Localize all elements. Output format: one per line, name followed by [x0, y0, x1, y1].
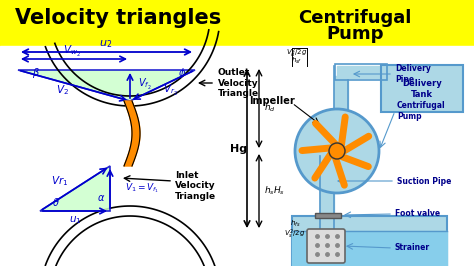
- Text: Foot valve: Foot valve: [395, 210, 440, 218]
- Text: Centrifugal
Pump: Centrifugal Pump: [397, 101, 446, 121]
- Text: $V_{f_2}$: $V_{f_2}$: [138, 76, 152, 92]
- FancyBboxPatch shape: [307, 229, 345, 263]
- Text: Hg: Hg: [230, 144, 247, 154]
- Bar: [292, 231, 447, 266]
- Text: Outlet
Velocity
Triangle: Outlet Velocity Triangle: [218, 68, 259, 98]
- Text: Impeller: Impeller: [249, 96, 295, 106]
- Text: $u_1$: $u_1$: [69, 214, 81, 226]
- Circle shape: [295, 109, 379, 193]
- Text: $h_{sf}$: $h_{sf}$: [292, 56, 303, 66]
- Circle shape: [329, 143, 345, 159]
- Text: $u_2$: $u_2$: [100, 38, 113, 50]
- Text: $V_d^2/2g$: $V_d^2/2g$: [286, 46, 308, 60]
- FancyBboxPatch shape: [381, 65, 463, 112]
- Bar: [237, 46, 474, 266]
- Text: $Vr_1$: $Vr_1$: [51, 174, 69, 188]
- Text: Delivery
Tank: Delivery Tank: [402, 79, 442, 99]
- Text: $V_s^2/2g$: $V_s^2/2g$: [284, 227, 306, 241]
- Bar: [292, 216, 447, 266]
- Text: Velocity triangles: Velocity triangles: [15, 8, 221, 28]
- Text: Delivery
Pipe: Delivery Pipe: [395, 64, 431, 84]
- Text: $h_{fs}$: $h_{fs}$: [290, 219, 301, 229]
- Text: Pump: Pump: [326, 25, 384, 43]
- Text: Strainer: Strainer: [395, 243, 430, 252]
- Text: $V_{r_2}$: $V_{r_2}$: [163, 82, 177, 98]
- Bar: [337, 66, 385, 78]
- Text: Centrifugal: Centrifugal: [298, 9, 412, 27]
- Polygon shape: [124, 101, 140, 166]
- Bar: [320, 156, 334, 236]
- Text: $h_d$: $h_d$: [264, 102, 276, 114]
- Text: $\beta$: $\beta$: [32, 66, 40, 80]
- Bar: [0, 46, 237, 266]
- Text: $H_s$: $H_s$: [273, 185, 285, 197]
- Polygon shape: [18, 70, 195, 101]
- Bar: [335, 64, 387, 80]
- Text: $V_2$: $V_2$: [55, 83, 68, 97]
- Bar: [315, 213, 341, 218]
- Text: $h_s$: $h_s$: [264, 185, 275, 197]
- Text: $V_{w_2}$: $V_{w_2}$: [63, 43, 81, 59]
- Text: $\alpha$: $\alpha$: [97, 193, 105, 203]
- Bar: [334, 76, 348, 166]
- Text: $\phi$: $\phi$: [178, 66, 186, 80]
- Text: $\theta$: $\theta$: [52, 196, 60, 208]
- Text: $V_1 = V_{f_1}$: $V_1 = V_{f_1}$: [125, 181, 159, 195]
- Text: Suction Pipe: Suction Pipe: [397, 177, 451, 185]
- Text: Inlet
Velocity
Triangle: Inlet Velocity Triangle: [175, 171, 216, 201]
- Polygon shape: [40, 166, 110, 211]
